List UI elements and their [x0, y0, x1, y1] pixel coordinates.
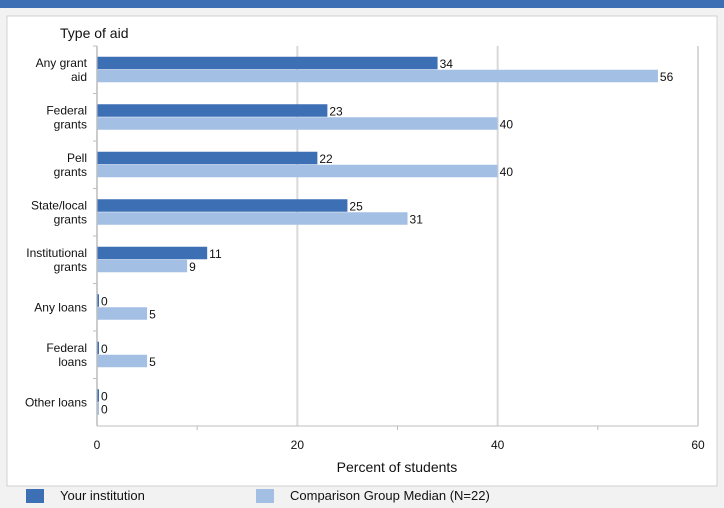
data-label-s0-c4: 11	[209, 247, 222, 261]
category-label-0-1: aid	[71, 70, 87, 84]
chart-title: Type of aid	[60, 25, 129, 41]
bar-s0-c0	[97, 56, 438, 70]
x-tick-label-60: 60	[691, 438, 705, 452]
bar-s1-c2	[97, 164, 498, 178]
category-label-3-0: State/local	[31, 198, 87, 212]
category-label-1-1: grants	[54, 117, 87, 131]
data-label-s1-c3: 31	[410, 212, 424, 226]
category-label-3-1: grants	[54, 212, 87, 226]
data-label-s0-c0: 34	[440, 57, 454, 71]
data-label-s0-c7: 0	[101, 389, 108, 403]
legend-label-comparison-group: Comparison Group Median (N=22)	[290, 488, 490, 503]
data-label-s1-c0: 56	[660, 70, 674, 84]
category-label-6-1: loans	[58, 355, 87, 369]
legend-item-comparison-group: Comparison Group Median (N=22)	[256, 488, 490, 503]
category-label-2-0: Pell	[67, 151, 87, 165]
category-label-5-0: Any loans	[34, 300, 87, 314]
legend-item-your-institution: Your institution	[26, 488, 145, 503]
data-label-s1-c2: 40	[500, 165, 514, 179]
bar-s0-c3	[97, 199, 348, 212]
data-label-s0-c1: 23	[329, 104, 343, 118]
data-label-s0-c2: 22	[319, 152, 333, 166]
bar-s1-c4	[97, 259, 188, 273]
legend-swatch-comparison-group	[256, 488, 274, 503]
category-label-2-1: grants	[54, 165, 87, 179]
bar-s0-c1	[97, 104, 328, 117]
bar-s0-c7	[97, 389, 99, 402]
category-label-1-0: Federal	[46, 103, 87, 117]
data-label-s0-c3: 25	[349, 199, 363, 213]
x-tick-label-20: 20	[291, 438, 305, 452]
category-label-4-1: grants	[54, 260, 87, 274]
data-label-s1-c1: 40	[500, 117, 514, 131]
category-label-4-0: Institutional	[26, 246, 87, 260]
legend-swatch-your-institution	[26, 488, 44, 503]
legend-label-your-institution: Your institution	[60, 488, 145, 503]
data-label-s1-c4: 9	[189, 260, 196, 274]
data-label-s0-c6: 0	[101, 342, 108, 356]
bar-s1-c1	[97, 117, 498, 130]
bar-s1-c6	[97, 354, 148, 368]
category-label-6-0: Federal	[46, 341, 87, 355]
category-label-0-0: Any grant	[36, 56, 88, 70]
data-label-s1-c7: 0	[101, 402, 108, 416]
x-tick-label-0: 0	[94, 438, 101, 452]
data-label-s1-c6: 5	[149, 355, 156, 369]
bar-s0-c6	[97, 341, 99, 355]
bar-s1-c5	[97, 307, 148, 320]
legend: Your institution Comparison Group Median…	[0, 488, 724, 508]
category-label-7-0: Other loans	[25, 395, 87, 409]
x-axis-label: Percent of students	[337, 459, 458, 475]
bar-s1-c7	[97, 402, 99, 415]
data-label-s0-c5: 0	[101, 294, 108, 308]
bar-s0-c4	[97, 246, 208, 260]
bar-s0-c5	[97, 294, 99, 307]
bar-s0-c2	[97, 151, 318, 165]
top-accent-bar	[0, 0, 724, 8]
data-label-s1-c5: 5	[149, 307, 156, 321]
bar-s1-c0	[97, 69, 658, 83]
x-tick-label-40: 40	[491, 438, 505, 452]
bar-s1-c3	[97, 212, 408, 225]
